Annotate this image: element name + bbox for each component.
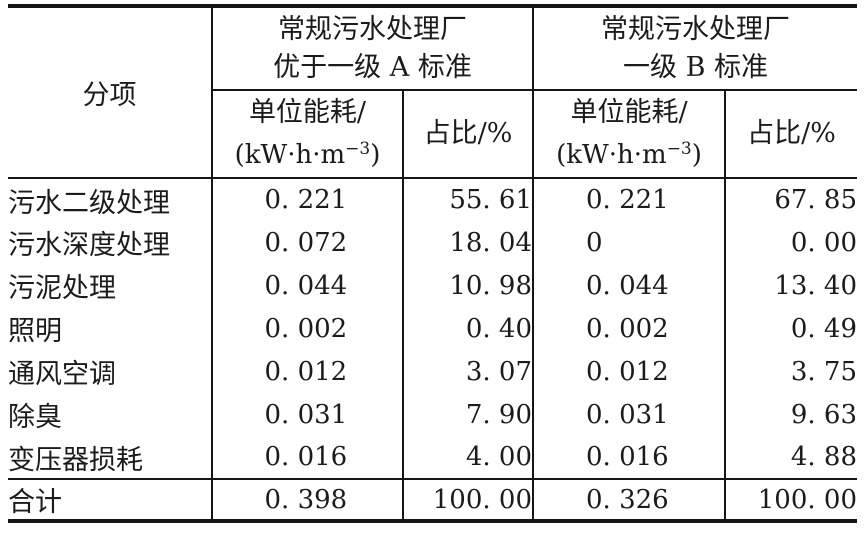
energy-b-cell: 0. 221 [532, 178, 726, 221]
table-row: 变压器损耗 0. 016 4. 00 0. 016 4. 88 [8, 436, 858, 479]
total-label-cell: 合计 [8, 478, 212, 521]
row-label-cell: 污泥处理 [8, 273, 116, 304]
energy-a-cell: 0. 031 [211, 393, 403, 436]
unit-energy-label: 单位能耗/ [248, 97, 367, 128]
group-header-row: 分项 常规污水处理厂 优于一级 A 标准 常规污水处理厂 一级 B 标准 [8, 6, 858, 179]
header-category: 分项 [8, 6, 212, 179]
row-label-cell: 照明 [8, 316, 62, 347]
ratio-b-cell: 3. 75 [724, 350, 858, 393]
total-energy-a-cell: 0. 398 [211, 478, 403, 521]
energy-b-cell: 0. 016 [532, 436, 726, 479]
sub-header-row: 单位能耗/ (kW·h·m−3) 占比/% 单位能耗/ (kW·h·m−3) 占… [8, 90, 858, 179]
ratio-b-cell: 4. 88 [724, 436, 858, 479]
energy-b-value: 0. 012 [586, 356, 669, 387]
ratio-a-cell: 55. 61 [401, 178, 534, 221]
table-row: 污泥处理 0. 044 10. 98 0. 044 13. 40 [8, 264, 858, 307]
unit-exponent: −3 [345, 139, 371, 159]
unit-suffix: ) [691, 140, 702, 170]
total-ratio-a-cell: 100. 00 [401, 478, 534, 521]
ratio-a-cell: 10. 98 [401, 264, 534, 307]
header-group-a-line2: 优于一级 A 标准 [273, 51, 472, 83]
energy-a-cell: 0. 012 [211, 350, 403, 393]
energy-a-value: 0. 072 [264, 227, 348, 258]
row-label-cell: 通风空调 [8, 359, 116, 390]
total-row: 合计 0. 398 100. 00 0. 326 100. 00 [8, 478, 858, 521]
unit-energy-unit: (kW·h·m−3) [534, 131, 724, 173]
ratio-b-cell: 0. 49 [724, 307, 858, 350]
energy-b-value: 0. 031 [586, 399, 669, 430]
row-label-cell: 污水深度处理 [8, 230, 170, 261]
ratio-a-cell: 4. 00 [401, 436, 534, 479]
unit-energy-label: 单位能耗/ [570, 97, 688, 128]
header-unit-energy-b: 单位能耗/ (kW·h·m−3) [532, 90, 726, 179]
energy-a-value: 0. 031 [264, 399, 348, 430]
energy-a-value: 0. 044 [264, 270, 348, 301]
energy-b-cell: 0. 031 [532, 393, 726, 436]
header-ratio-b: 占比/% [724, 90, 858, 179]
header-group-b-line1: 常规污水处理厂 [601, 13, 791, 45]
row-label-cell: 污水二级处理 [8, 187, 170, 219]
ratio-a-cell: 18. 04 [401, 221, 534, 264]
energy-b-cell: 0. 044 [532, 264, 726, 307]
unit-exponent: −3 [666, 139, 692, 159]
ratio-b-cell: 9. 63 [724, 393, 858, 436]
ratio-a-cell: 7. 90 [401, 393, 534, 436]
table-body: 污水二级处理 0. 221 55. 61 0. 221 67. 85 污水深度处… [8, 178, 858, 521]
ratio-b-cell: 0. 00 [724, 221, 858, 264]
energy-b-value: 0 [586, 227, 603, 258]
energy-a-value: 0. 012 [264, 356, 348, 387]
energy-a-value: 0. 221 [264, 185, 348, 215]
energy-b-value: 0. 002 [586, 313, 669, 344]
unit-prefix: (kW·h·m [556, 140, 667, 170]
energy-consumption-table: 分项 常规污水处理厂 优于一级 A 标准 常规污水处理厂 一级 B 标准 单位能… [8, 4, 858, 523]
header-unit-energy-a: 单位能耗/ (kW·h·m−3) [211, 90, 403, 179]
header-ratio-a: 占比/% [401, 90, 534, 179]
header-group-a: 常规污水处理厂 优于一级 A 标准 [210, 6, 534, 91]
energy-b-value: 0. 016 [586, 442, 669, 472]
unit-energy-unit: (kW·h·m−3) [213, 131, 402, 173]
table-row: 污水深度处理 0. 072 18. 04 0 0. 00 [8, 221, 858, 264]
unit-suffix: ) [370, 140, 381, 170]
table-row: 照明 0. 002 0. 40 0. 002 0. 49 [8, 307, 858, 350]
energy-a-value: 0. 016 [264, 442, 348, 472]
total-energy-b-cell: 0. 326 [532, 478, 726, 521]
energy-b-cell: 0. 002 [532, 307, 726, 350]
ratio-b-cell: 67. 85 [724, 178, 858, 221]
table-row: 通风空调 0. 012 3. 07 0. 012 3. 75 [8, 350, 858, 393]
table-row: 除臭 0. 031 7. 90 0. 031 9. 63 [8, 393, 858, 436]
row-label-cell: 变压器损耗 [8, 444, 143, 476]
energy-a-cell: 0. 221 [211, 178, 403, 221]
ratio-a-cell: 0. 40 [401, 307, 534, 350]
header-group-b: 常规污水处理厂 一级 B 标准 [532, 6, 858, 91]
total-energy-b-value: 0. 326 [586, 484, 669, 515]
energy-a-value: 0. 002 [264, 313, 348, 344]
table-row: 污水二级处理 0. 221 55. 61 0. 221 67. 85 [8, 178, 858, 221]
table-header: 分项 常规污水处理厂 优于一级 A 标准 常规污水处理厂 一级 B 标准 单位能… [8, 6, 858, 179]
unit-prefix: (kW·h·m [234, 140, 346, 170]
header-group-b-line2: 一级 B 标准 [623, 51, 769, 83]
energy-a-cell: 0. 016 [211, 436, 403, 479]
energy-a-cell: 0. 002 [211, 307, 403, 350]
total-energy-a-value: 0. 398 [264, 484, 348, 515]
ratio-a-cell: 3. 07 [401, 350, 534, 393]
energy-a-cell: 0. 044 [211, 264, 403, 307]
header-group-a-line1: 常规污水处理厂 [278, 13, 467, 45]
energy-b-cell: 0 [532, 221, 726, 264]
energy-b-value: 0. 221 [586, 185, 669, 215]
energy-b-value: 0. 044 [586, 270, 669, 301]
total-ratio-b-cell: 100. 00 [724, 478, 858, 521]
energy-b-cell: 0. 012 [532, 350, 726, 393]
energy-a-cell: 0. 072 [211, 221, 403, 264]
row-label-cell: 除臭 [8, 402, 62, 433]
ratio-b-cell: 13. 40 [724, 264, 858, 307]
